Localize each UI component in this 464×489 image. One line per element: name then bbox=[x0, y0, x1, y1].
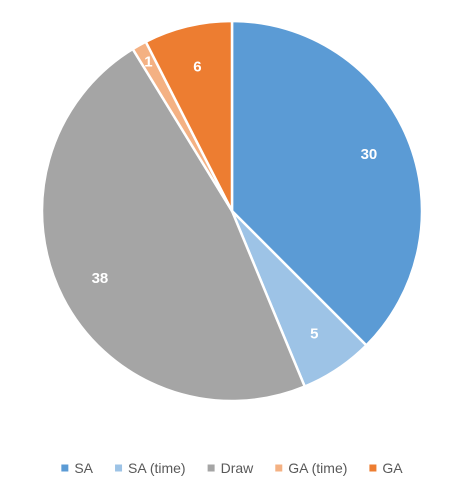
data-labels-group: 30 5 38 1 6 bbox=[92, 53, 378, 342]
data-label-ga-time: 1 bbox=[144, 53, 152, 70]
pie-slice-ga bbox=[144, 19, 234, 213]
legend-swatch-sa-time bbox=[115, 464, 123, 472]
legend-swatch-draw bbox=[207, 464, 215, 472]
legend-swatch-ga-time bbox=[275, 464, 283, 472]
legend-item-draw: Draw bbox=[207, 460, 255, 476]
legend-swatch-sa bbox=[61, 464, 69, 472]
legend-item-sa-time: SA (time) bbox=[115, 460, 186, 476]
legend-label-sa-time: SA (time) bbox=[128, 460, 186, 476]
legend-swatch-ga bbox=[369, 464, 377, 472]
data-label-draw: 38 bbox=[92, 270, 109, 287]
data-label-ga: 6 bbox=[193, 58, 201, 75]
pie-slice-draw bbox=[40, 47, 306, 403]
legend-label-draw: Draw bbox=[221, 460, 255, 476]
legend-label-ga-time: GA (time) bbox=[288, 460, 347, 476]
legend-item-ga: GA bbox=[369, 460, 403, 476]
legend-label-sa: SA bbox=[74, 460, 93, 476]
legend-item-sa: SA bbox=[61, 460, 94, 476]
legend: SA SA (time) Draw GA (time) GA bbox=[61, 460, 403, 476]
legend-label-ga: GA bbox=[382, 460, 403, 476]
data-label-sa: 30 bbox=[361, 146, 378, 163]
legend-item-ga-time: GA (time) bbox=[275, 460, 347, 476]
slices-group bbox=[40, 19, 424, 403]
data-label-sa-time: 5 bbox=[310, 326, 318, 343]
pie-slice-sa bbox=[230, 19, 424, 347]
